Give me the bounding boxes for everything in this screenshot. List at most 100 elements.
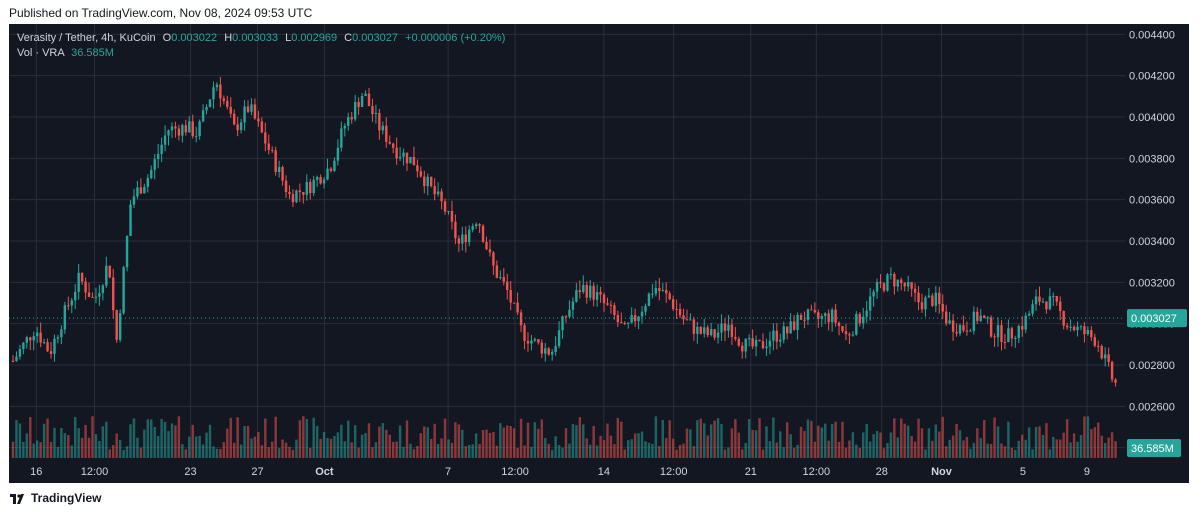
candle-body bbox=[67, 305, 70, 307]
candle-body bbox=[333, 160, 336, 171]
volume-bar bbox=[606, 423, 609, 458]
candle-body bbox=[405, 152, 409, 164]
volume-bar bbox=[620, 421, 623, 458]
volume-bar bbox=[101, 426, 105, 458]
volume-bar bbox=[623, 449, 626, 458]
candle-body bbox=[77, 272, 80, 292]
volume-bar bbox=[474, 433, 478, 458]
time-tick-label: Nov bbox=[931, 466, 953, 478]
volume-bar bbox=[848, 440, 851, 458]
candle-body bbox=[1086, 330, 1090, 335]
candle-body bbox=[174, 126, 177, 129]
legend-volume-label: Vol · VRA bbox=[17, 47, 65, 59]
volume-bar bbox=[381, 423, 385, 458]
candle-body bbox=[879, 282, 882, 284]
candle-body bbox=[969, 330, 972, 332]
volume-bar bbox=[194, 436, 198, 458]
volume-bar bbox=[803, 430, 806, 458]
tradingview-brand[interactable]: TradingView bbox=[10, 491, 101, 505]
volume-bar bbox=[951, 435, 955, 458]
volume-bar bbox=[478, 443, 481, 458]
candle-body bbox=[741, 345, 744, 352]
time-tick-label: 12:00 bbox=[81, 466, 109, 478]
volume-bar bbox=[1000, 443, 1003, 458]
volume-bar bbox=[457, 424, 461, 458]
volume-bar bbox=[658, 446, 661, 458]
candle-body bbox=[900, 279, 903, 284]
volume-bar bbox=[150, 419, 153, 458]
volume-bar bbox=[177, 416, 181, 458]
volume-bar bbox=[564, 428, 568, 458]
volume-bar bbox=[851, 432, 855, 458]
candle-body bbox=[236, 124, 239, 131]
volume-bar bbox=[277, 448, 281, 458]
candle-body bbox=[11, 360, 15, 362]
volume-bar bbox=[882, 448, 886, 458]
candle-body bbox=[22, 342, 25, 350]
candle-body bbox=[557, 330, 561, 347]
candle-body bbox=[298, 190, 302, 192]
volume-bar bbox=[1079, 435, 1083, 458]
candle-body bbox=[851, 334, 855, 336]
candle-body bbox=[281, 167, 284, 181]
volume-bar bbox=[39, 442, 42, 458]
volume-bar bbox=[322, 431, 326, 458]
candle-body bbox=[177, 128, 181, 136]
volume-bar bbox=[367, 423, 371, 458]
candle-body bbox=[713, 329, 716, 338]
volume-bar bbox=[1107, 437, 1110, 458]
candle-body bbox=[246, 106, 250, 112]
volume-bar bbox=[671, 438, 675, 458]
candle-body bbox=[537, 339, 540, 343]
volume-bar bbox=[955, 423, 958, 458]
volume-bar bbox=[1007, 421, 1010, 458]
volume-bar bbox=[281, 439, 284, 458]
time-tick-label: 7 bbox=[445, 466, 451, 478]
chart-panel[interactable]: 0.004400 0.004200 0.004000 0.003800 0.003600… bbox=[9, 24, 1189, 483]
candle-body bbox=[481, 225, 485, 242]
candle-body bbox=[1027, 313, 1031, 316]
candle-body bbox=[834, 309, 837, 323]
candle-body bbox=[824, 313, 827, 316]
candle-body bbox=[87, 292, 91, 297]
volume-bar bbox=[554, 436, 557, 458]
candle-body bbox=[951, 320, 955, 332]
volume-bar bbox=[913, 441, 917, 458]
candle-body bbox=[222, 98, 226, 101]
candle-body bbox=[692, 319, 696, 334]
volume-bar bbox=[675, 449, 678, 458]
volume-bar bbox=[409, 443, 412, 458]
volume-bar bbox=[298, 420, 302, 458]
candle-body bbox=[1024, 315, 1027, 330]
candle-body bbox=[761, 341, 765, 349]
time-tick-label: Oct bbox=[315, 466, 334, 478]
candle-body bbox=[609, 304, 613, 306]
volume-bar bbox=[388, 434, 391, 458]
volume-bar bbox=[934, 424, 938, 458]
candle-body bbox=[810, 309, 813, 311]
candle-body bbox=[889, 274, 893, 276]
candle-body bbox=[1041, 301, 1045, 303]
candle-body bbox=[1110, 361, 1114, 380]
volume-bar bbox=[309, 447, 312, 458]
candle-body bbox=[1083, 326, 1086, 335]
volume-bar bbox=[146, 419, 150, 458]
candlestick-chart[interactable]: 0.004400 0.004200 0.004000 0.003800 0.003600… bbox=[9, 24, 1189, 483]
candle-body bbox=[689, 319, 692, 321]
candle-body bbox=[540, 342, 544, 354]
candle-body bbox=[1014, 338, 1017, 340]
volume-bar bbox=[274, 416, 277, 458]
volume-bar bbox=[651, 443, 654, 458]
volume-bar bbox=[49, 441, 53, 458]
volume-bar bbox=[443, 418, 447, 458]
candle-body bbox=[644, 305, 647, 312]
volume-bar bbox=[502, 427, 505, 458]
legend-volume-value: 36.585M bbox=[71, 47, 114, 59]
candle-body bbox=[305, 182, 308, 195]
candle-body bbox=[647, 293, 651, 306]
volume-bar bbox=[654, 416, 658, 458]
candle-body bbox=[682, 315, 685, 320]
candle-body bbox=[509, 289, 512, 303]
candle-body bbox=[288, 192, 291, 195]
volume-bar bbox=[433, 423, 436, 458]
